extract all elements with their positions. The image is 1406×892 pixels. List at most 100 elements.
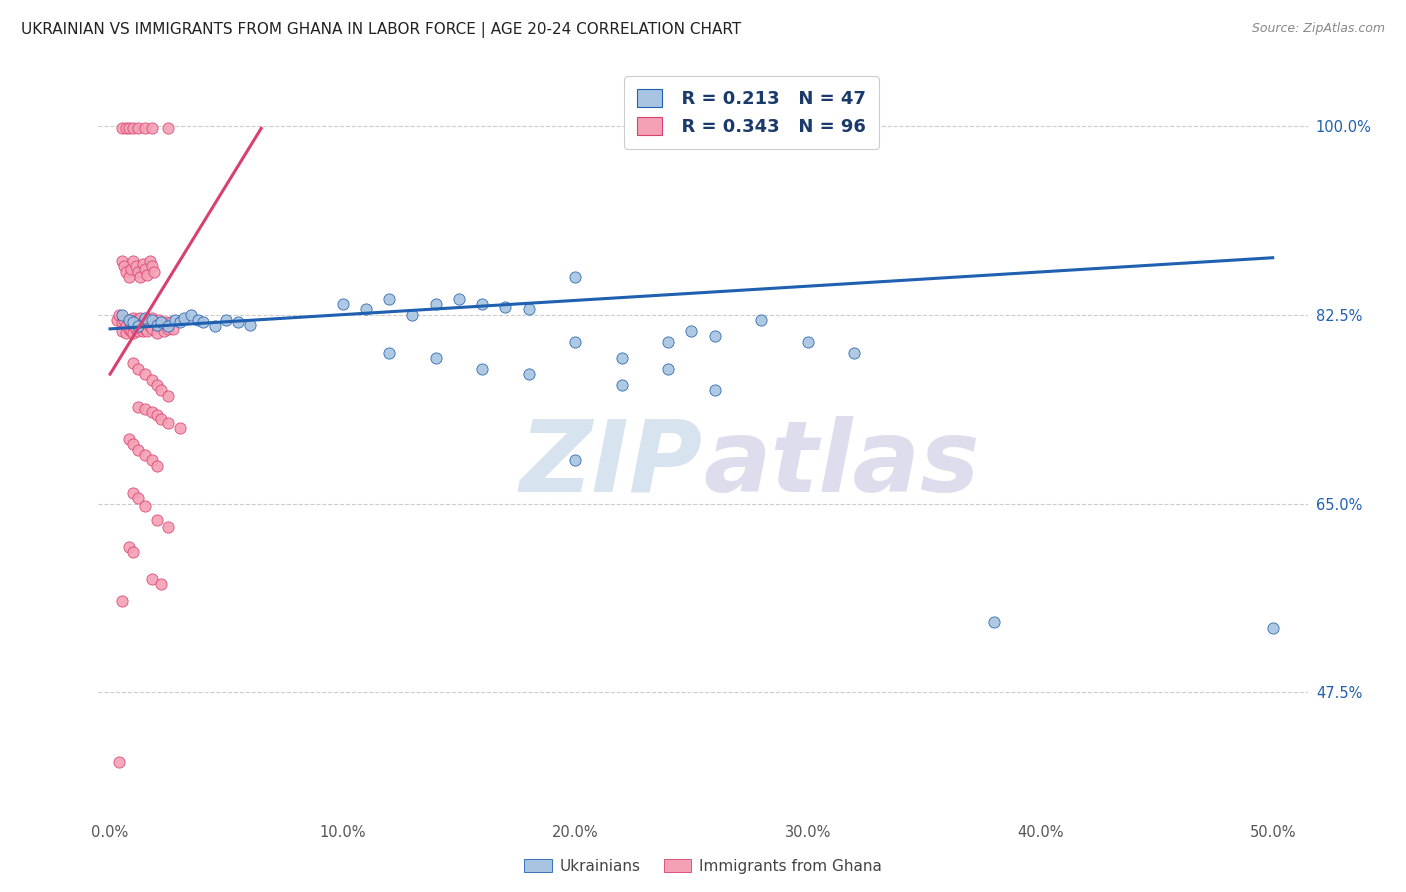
Point <box>447 292 470 306</box>
Point <box>150 412 173 426</box>
Point <box>131 257 153 271</box>
Point <box>610 351 633 365</box>
Text: UKRAINIAN VS IMMIGRANTS FROM GHANA IN LABOR FORCE | AGE 20-24 CORRELATION CHART: UKRAINIAN VS IMMIGRANTS FROM GHANA IN LA… <box>21 22 741 38</box>
Point <box>180 308 202 322</box>
Point <box>517 367 540 381</box>
Point <box>112 260 135 274</box>
Point <box>115 318 138 333</box>
Point <box>141 373 163 387</box>
Point <box>145 513 167 527</box>
Point <box>122 318 145 333</box>
Point <box>157 318 180 333</box>
Point <box>145 326 167 341</box>
Point <box>124 313 146 327</box>
Point <box>165 313 187 327</box>
Point <box>749 313 772 327</box>
Point <box>122 254 145 268</box>
Point <box>127 315 149 329</box>
Point <box>127 121 149 136</box>
Point <box>122 545 145 559</box>
Point <box>162 322 184 336</box>
Point <box>111 308 134 322</box>
Point <box>796 334 818 349</box>
Point <box>148 313 170 327</box>
Point <box>471 361 494 376</box>
Point <box>564 270 586 285</box>
Point <box>127 442 149 457</box>
Point <box>157 322 180 336</box>
Point <box>517 302 540 317</box>
Point <box>187 313 209 327</box>
Point <box>111 121 134 136</box>
Point <box>141 572 163 586</box>
Point <box>157 121 180 136</box>
Point <box>703 384 725 398</box>
Point <box>120 324 142 338</box>
Point <box>108 308 131 322</box>
Point <box>378 292 401 306</box>
Point <box>118 322 141 336</box>
Point <box>204 318 226 333</box>
Point <box>129 270 152 285</box>
Point <box>657 361 679 376</box>
Point <box>150 318 173 333</box>
Point <box>122 356 145 370</box>
Point <box>127 491 149 505</box>
Point <box>145 318 167 332</box>
Point <box>115 265 138 279</box>
Point <box>169 421 191 435</box>
Point <box>118 270 141 285</box>
Point <box>191 315 214 329</box>
Point <box>1261 620 1284 634</box>
Point <box>111 315 134 329</box>
Point <box>141 260 163 274</box>
Point <box>134 121 156 136</box>
Legend: Ukrainians, Immigrants from Ghana: Ukrainians, Immigrants from Ghana <box>519 853 887 880</box>
Point <box>134 448 156 462</box>
Point <box>141 121 163 136</box>
Point <box>127 318 149 333</box>
Point <box>115 326 138 341</box>
Point <box>150 315 173 329</box>
Point <box>138 254 160 268</box>
Point <box>145 378 167 392</box>
Point <box>141 322 163 336</box>
Point <box>136 324 159 338</box>
Point <box>134 367 156 381</box>
Point <box>155 315 177 329</box>
Point <box>120 315 142 329</box>
Point <box>141 405 163 419</box>
Point <box>844 345 866 359</box>
Point <box>122 437 145 451</box>
Point <box>425 351 447 365</box>
Point <box>124 260 146 274</box>
Point <box>354 302 377 317</box>
Point <box>157 520 180 534</box>
Point <box>112 313 135 327</box>
Point <box>124 322 146 336</box>
Point <box>564 334 586 349</box>
Point <box>134 261 156 276</box>
Point <box>118 432 141 446</box>
Point <box>145 318 167 333</box>
Point <box>131 324 153 338</box>
Point <box>983 615 1005 629</box>
Point <box>118 313 141 327</box>
Point <box>122 311 145 326</box>
Point <box>111 324 134 338</box>
Point <box>143 265 166 279</box>
Point <box>564 453 586 467</box>
Point <box>332 297 354 311</box>
Point <box>681 324 703 338</box>
Point <box>105 313 128 327</box>
Point <box>122 315 145 329</box>
Point <box>122 485 145 500</box>
Point <box>141 453 163 467</box>
Point <box>120 261 142 276</box>
Point <box>141 311 163 326</box>
Legend:   R = 0.213   N = 47,   R = 0.343   N = 96: R = 0.213 N = 47, R = 0.343 N = 96 <box>624 76 879 149</box>
Point <box>138 313 160 327</box>
Point <box>425 297 447 311</box>
Point <box>703 329 725 343</box>
Point <box>131 315 153 329</box>
